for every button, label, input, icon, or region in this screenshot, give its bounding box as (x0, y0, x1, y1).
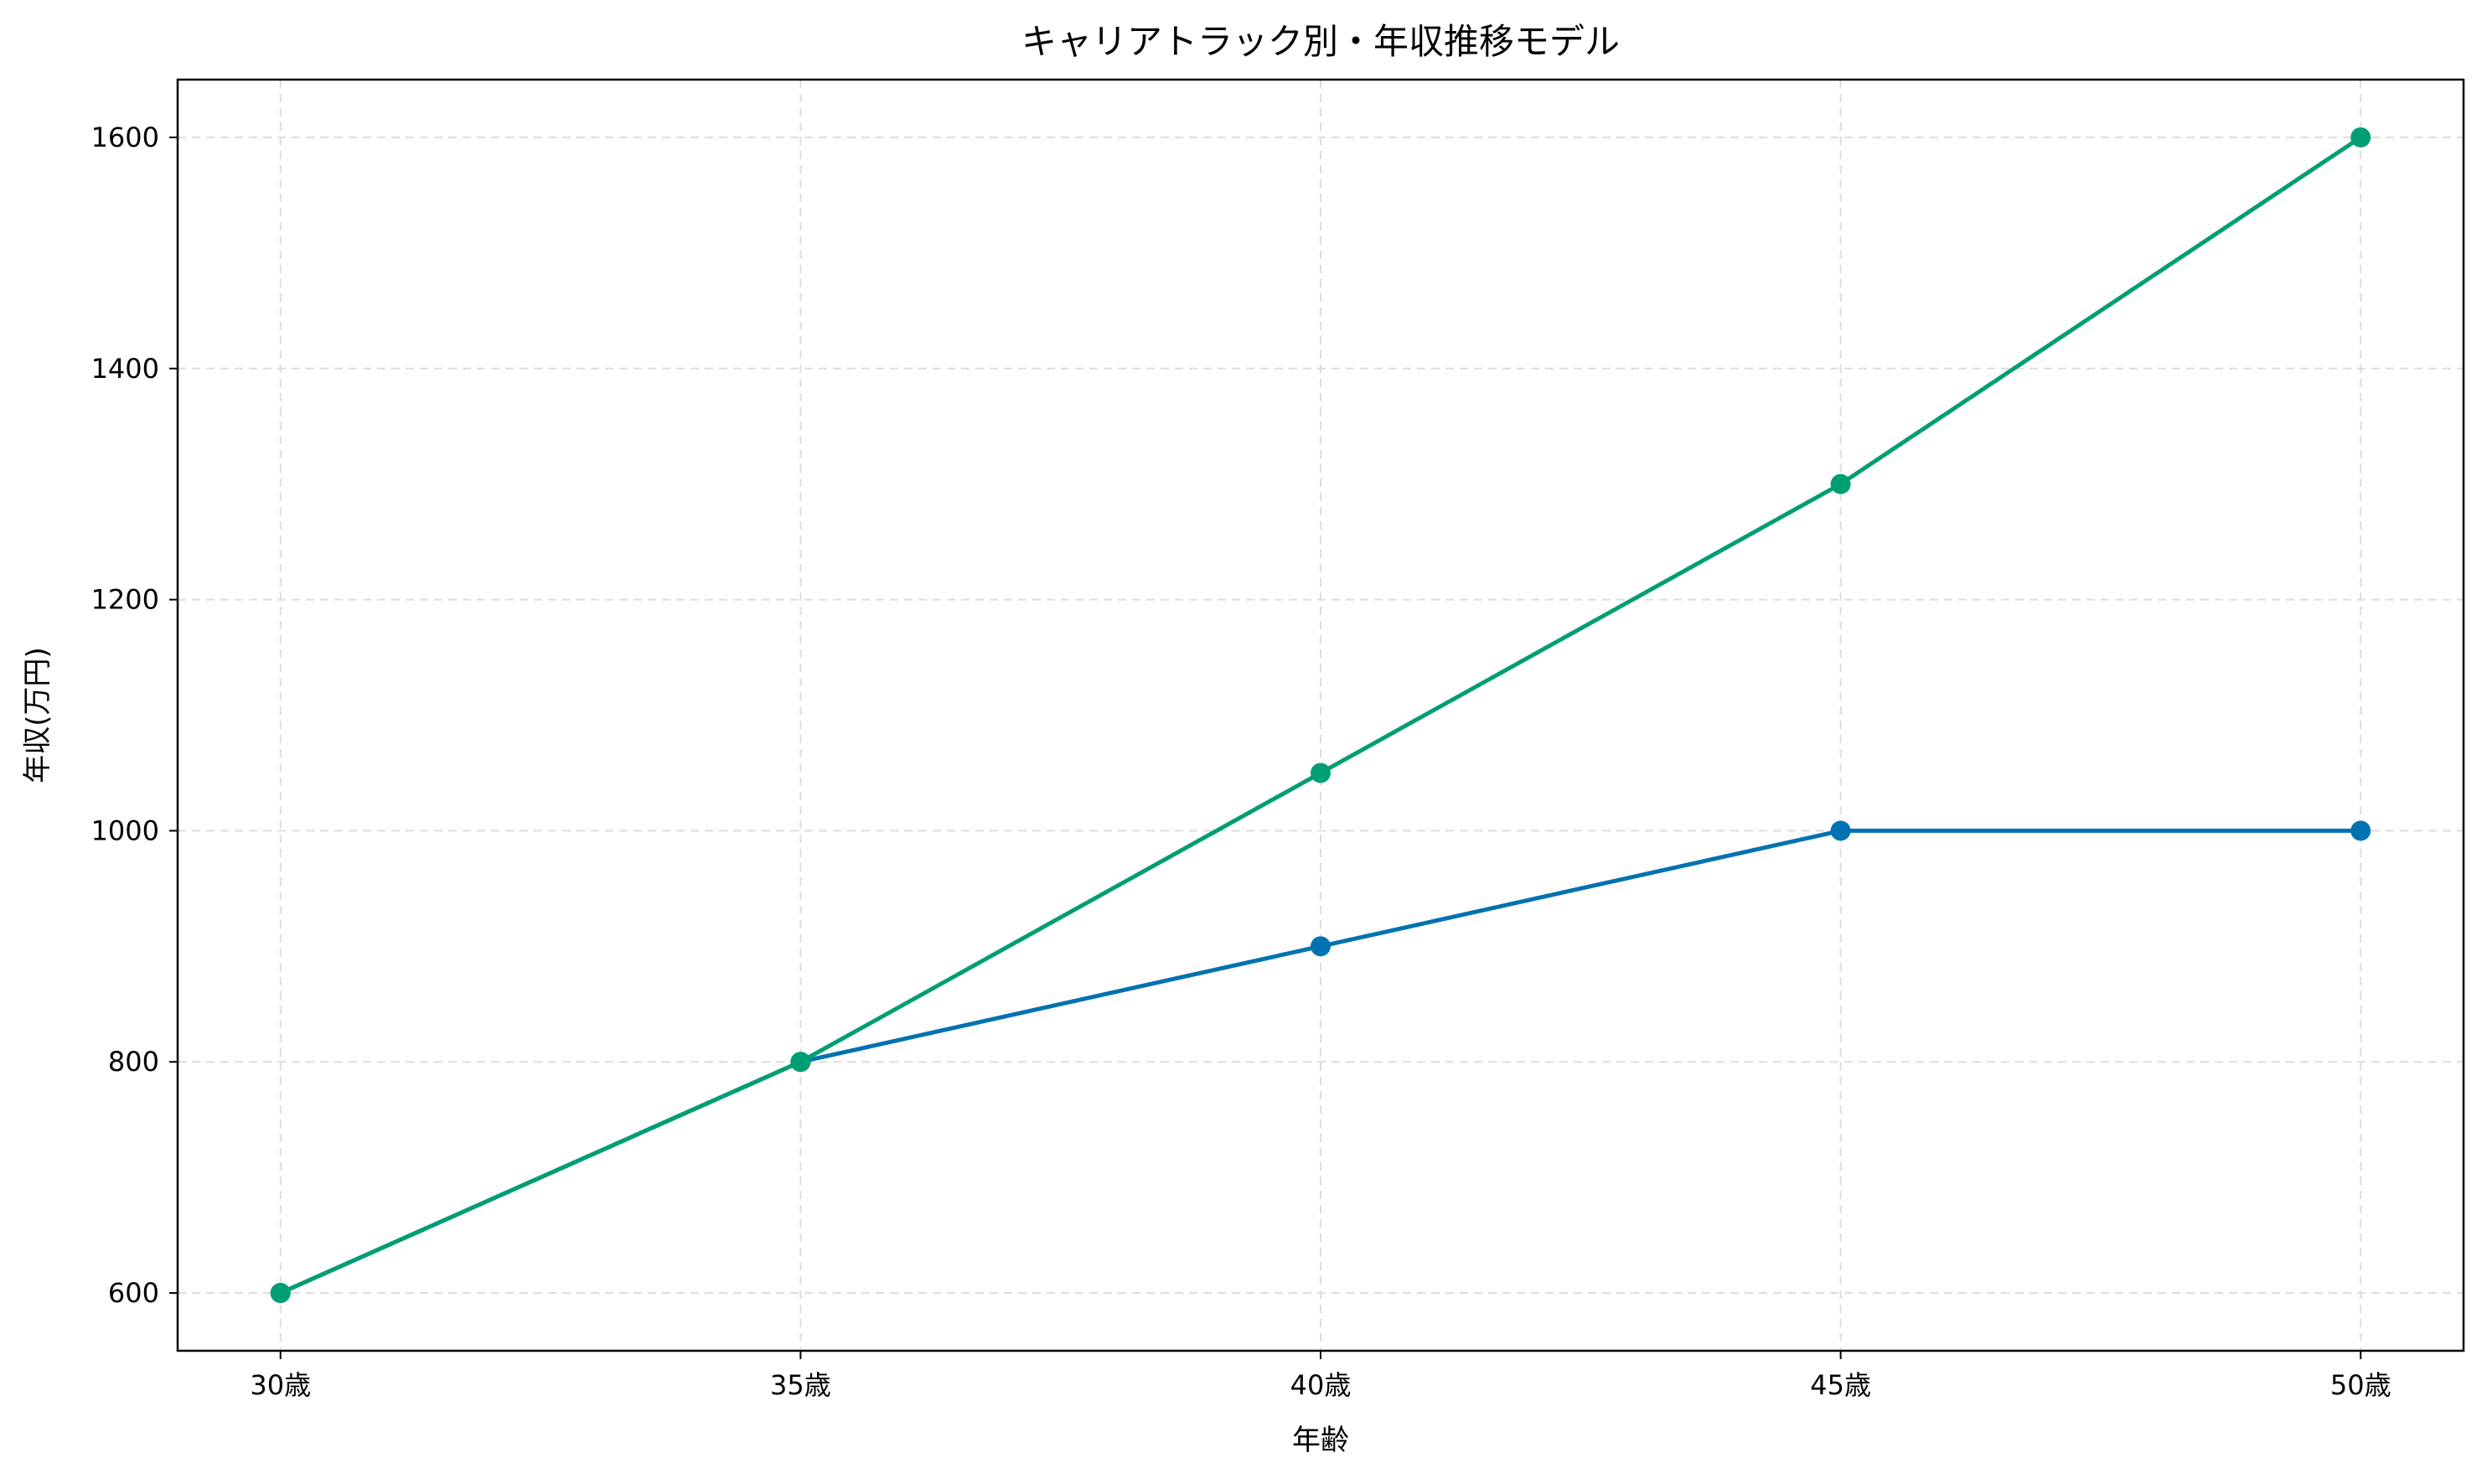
data-point (2350, 127, 2371, 147)
series-2 (270, 127, 2371, 1304)
data-point (1311, 763, 1331, 783)
data-point (1830, 473, 1851, 494)
y-tick-label: 800 (108, 1046, 159, 1078)
y-tick-label: 1600 (91, 122, 159, 153)
x-tick-label: 30歳 (250, 1369, 311, 1401)
x-tick-label: 35歳 (770, 1369, 831, 1401)
x-axis: 30歳 35歳 40歳 45歳 50歳 (250, 1351, 2391, 1401)
data-point (790, 1052, 811, 1073)
grid (178, 80, 2464, 1351)
data-point (2350, 820, 2371, 841)
x-tick-label: 40歳 (1290, 1369, 1352, 1401)
data-point (1830, 820, 1851, 841)
y-axis: 600 800 1000 1200 1400 1600 (91, 122, 178, 1309)
y-tick-label: 1000 (91, 814, 159, 846)
data-point (270, 1283, 291, 1304)
y-axis-label: 年収(万円) (21, 647, 54, 783)
series-layer (270, 127, 2371, 1304)
chart-title: キャリアトラック別・年収推移モデル (1021, 21, 1620, 62)
data-point (1311, 936, 1331, 957)
y-tick-label: 1200 (91, 584, 159, 616)
x-tick-label: 45歳 (1810, 1369, 1871, 1401)
x-tick-label: 50歳 (2330, 1369, 2391, 1401)
y-tick-label: 600 (108, 1277, 159, 1309)
x-axis-label: 年齢 (1292, 1424, 1349, 1457)
y-tick-label: 1400 (91, 353, 159, 385)
